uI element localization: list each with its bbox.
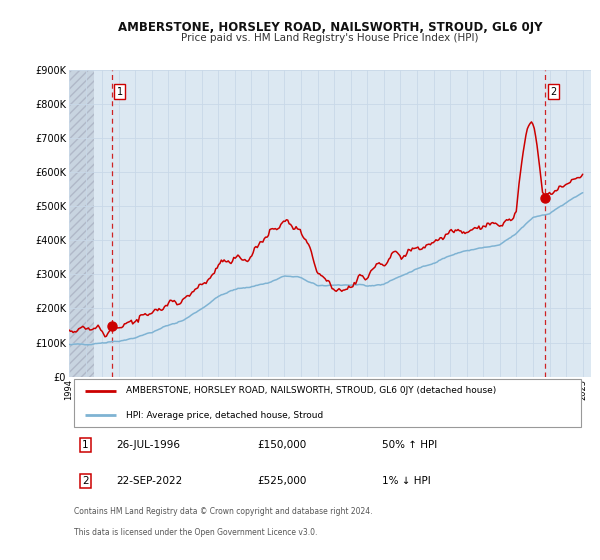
Text: AMBERSTONE, HORSLEY ROAD, NAILSWORTH, STROUD, GL6 0JY: AMBERSTONE, HORSLEY ROAD, NAILSWORTH, ST… xyxy=(118,21,542,34)
Text: Price paid vs. HM Land Registry's House Price Index (HPI): Price paid vs. HM Land Registry's House … xyxy=(181,33,479,43)
Text: 1: 1 xyxy=(116,87,122,97)
Text: 22-SEP-2022: 22-SEP-2022 xyxy=(116,476,182,486)
Bar xyxy=(69,70,94,377)
Text: 2: 2 xyxy=(550,87,556,97)
Text: 50% ↑ HPI: 50% ↑ HPI xyxy=(382,440,437,450)
Text: Contains HM Land Registry data © Crown copyright and database right 2024.: Contains HM Land Registry data © Crown c… xyxy=(74,507,373,516)
Text: HPI: Average price, detached house, Stroud: HPI: Average price, detached house, Stro… xyxy=(127,410,323,419)
Text: 2: 2 xyxy=(82,476,89,486)
FancyBboxPatch shape xyxy=(74,379,581,427)
Text: £525,000: £525,000 xyxy=(257,476,306,486)
Text: 1: 1 xyxy=(82,440,89,450)
Text: 26-JUL-1996: 26-JUL-1996 xyxy=(116,440,180,450)
Text: This data is licensed under the Open Government Licence v3.0.: This data is licensed under the Open Gov… xyxy=(74,529,317,538)
Text: £150,000: £150,000 xyxy=(257,440,306,450)
Text: 1% ↓ HPI: 1% ↓ HPI xyxy=(382,476,431,486)
Text: AMBERSTONE, HORSLEY ROAD, NAILSWORTH, STROUD, GL6 0JY (detached house): AMBERSTONE, HORSLEY ROAD, NAILSWORTH, ST… xyxy=(127,386,497,395)
